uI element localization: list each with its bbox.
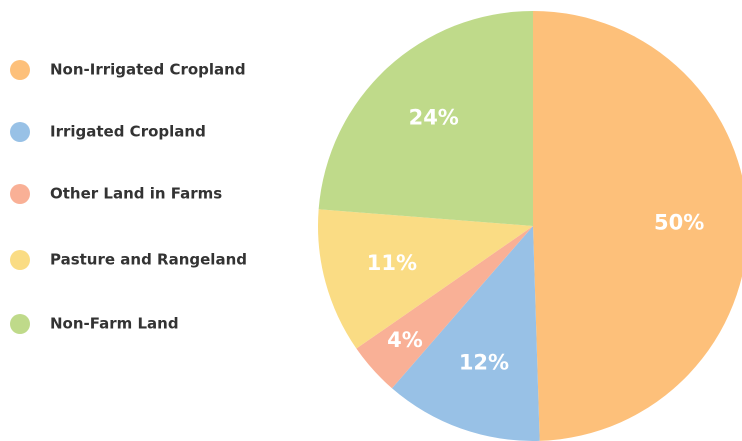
pie-slice (391, 226, 540, 441)
legend-swatch (10, 250, 30, 270)
legend-swatch (10, 60, 30, 80)
slice-label: 24% (409, 106, 459, 130)
slice-label: 12% (459, 351, 509, 375)
pie-slice (356, 226, 533, 389)
slice-label: 50% (654, 211, 704, 235)
legend-label: Irrigated Cropland (50, 123, 206, 141)
legend-label: Non-Farm Land (50, 315, 179, 333)
legend-label: Non-Irrigated Cropland (50, 61, 246, 79)
slice-label: 11% (367, 251, 417, 275)
pie-slice (318, 209, 533, 349)
legend-label: Pasture and Rangeland (50, 251, 247, 269)
legend-swatch (10, 314, 30, 334)
legend-swatch (10, 184, 30, 204)
pie-slice (318, 11, 533, 226)
legend-label: Other Land in Farms (50, 185, 222, 203)
legend-swatch (10, 122, 30, 142)
slice-label: 4% (387, 328, 423, 352)
pie-slice (533, 11, 742, 441)
